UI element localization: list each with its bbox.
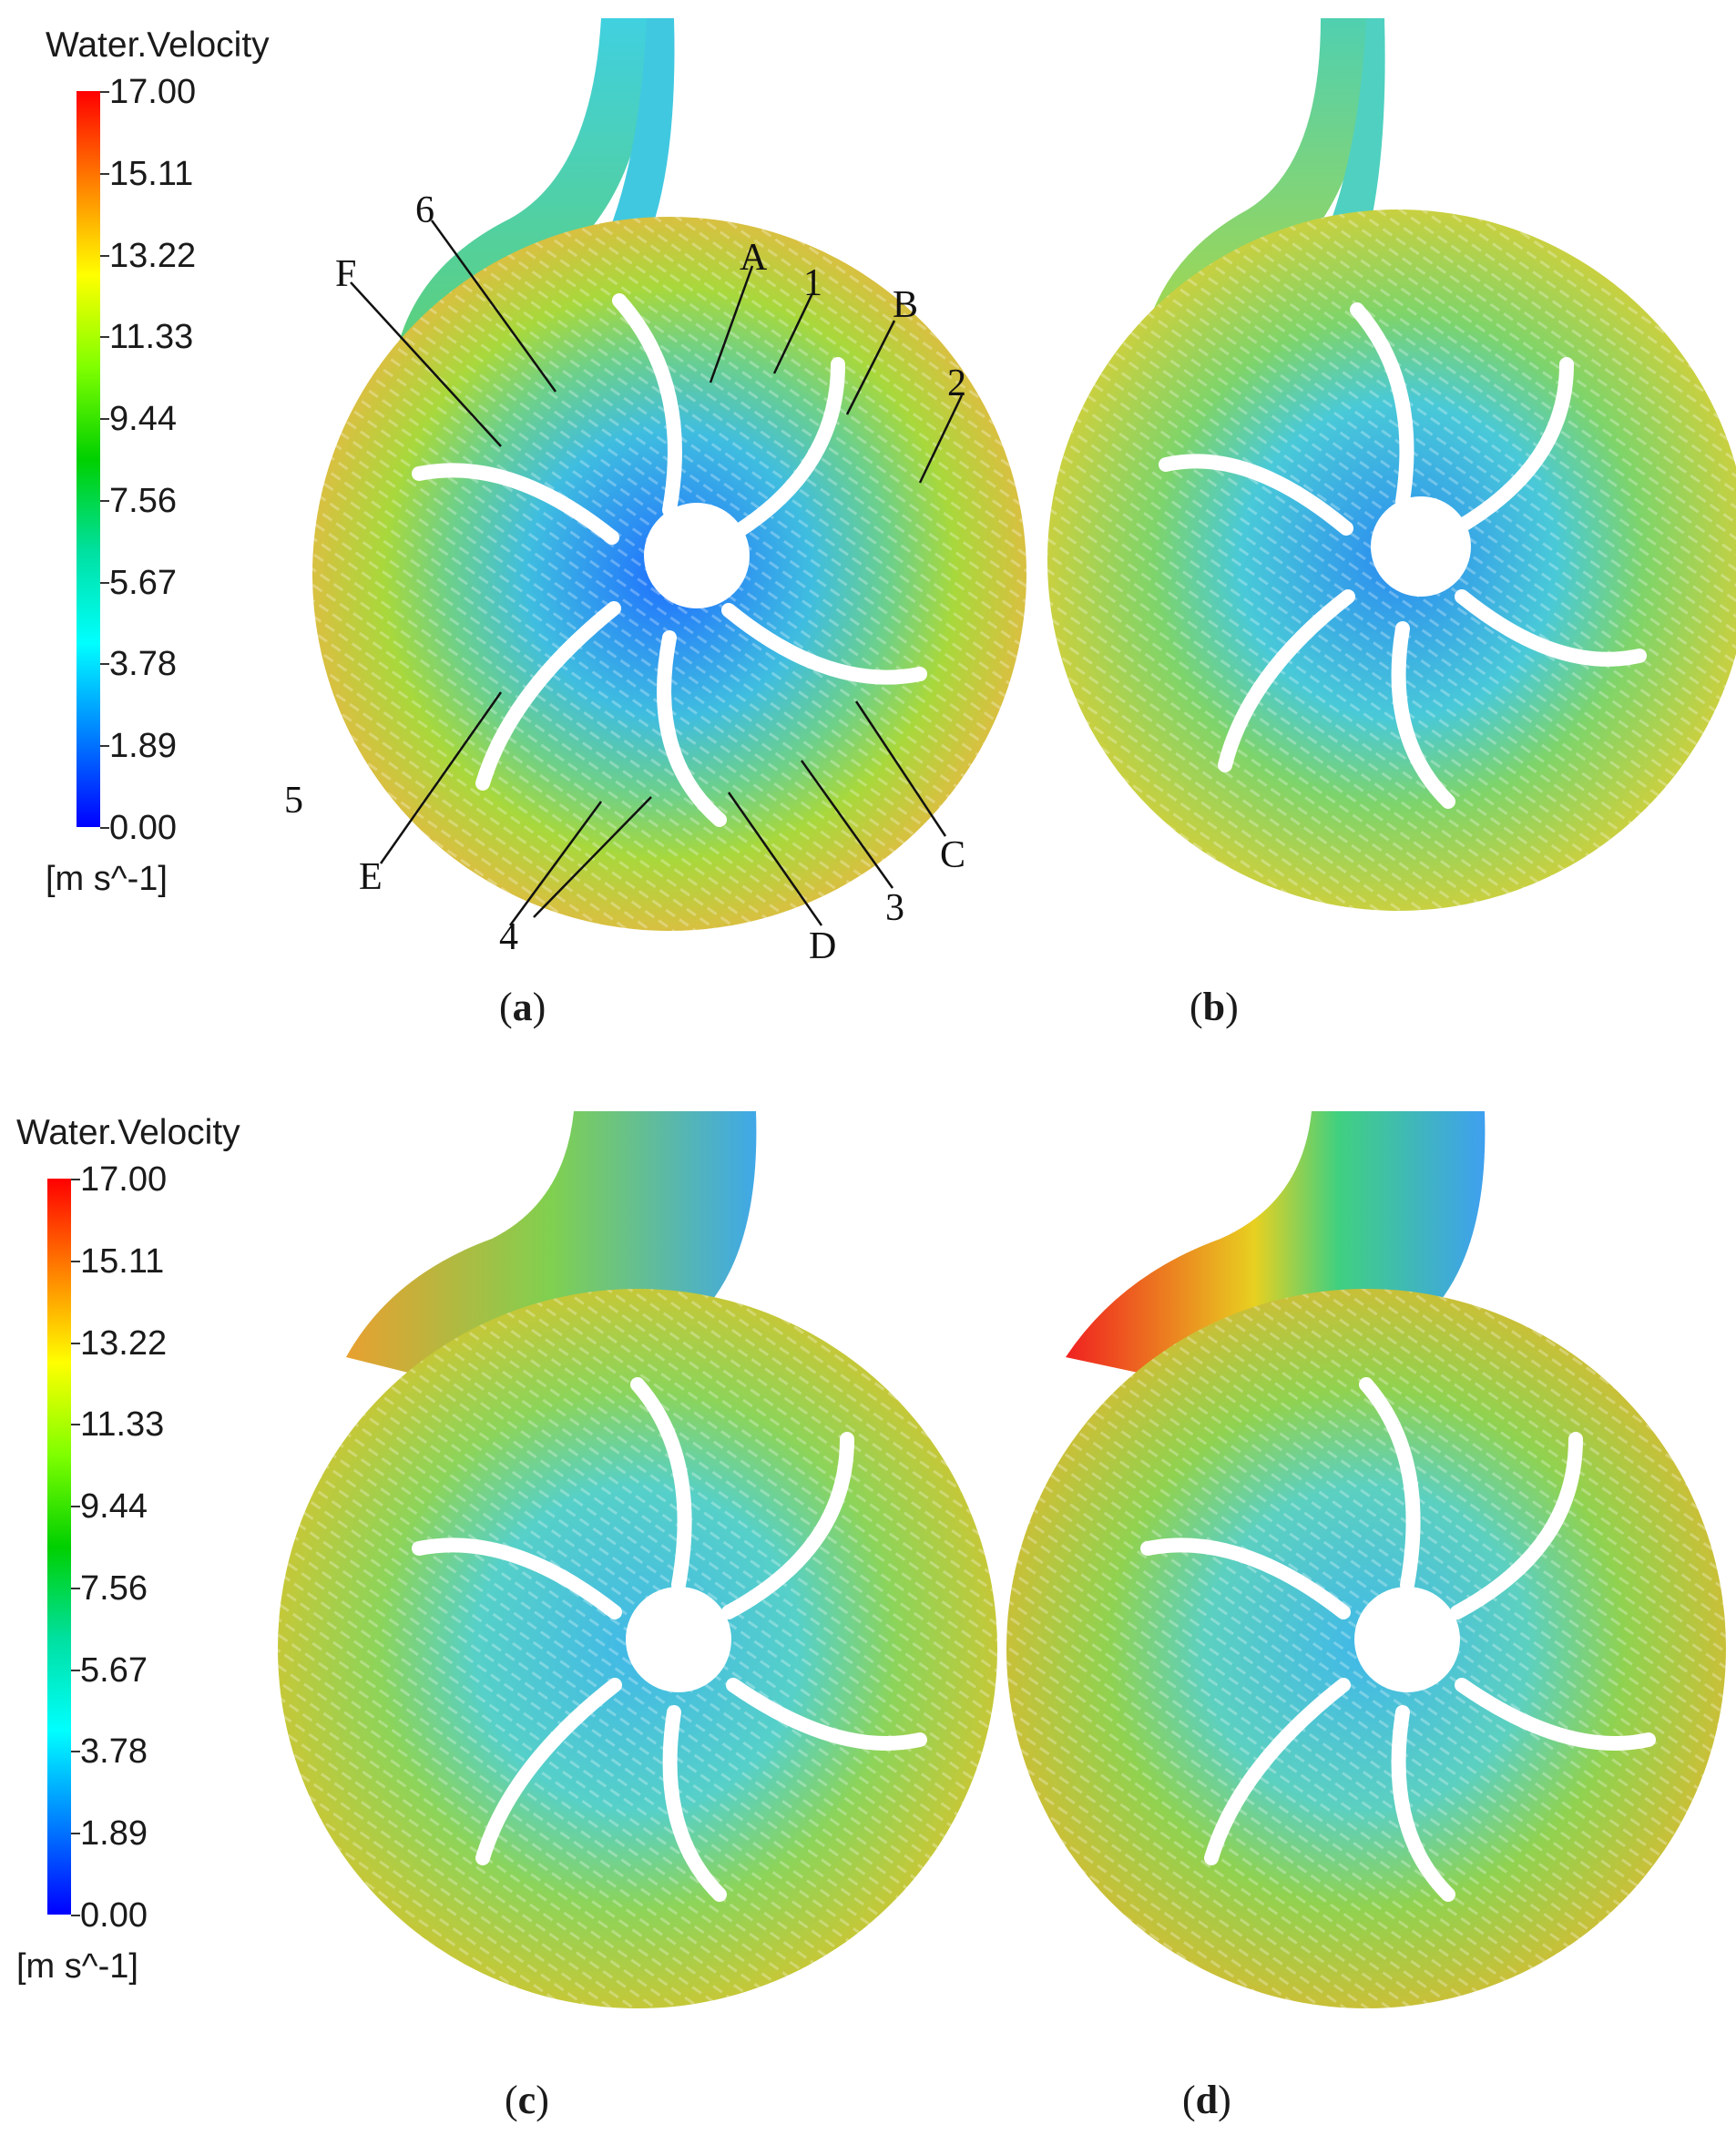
- annotation-leaders: [350, 220, 964, 926]
- legend-title: Water.Velocity: [16, 1113, 240, 1152]
- legend-tick-label: 13.22: [80, 1323, 168, 1363]
- legend-tick-mark: [100, 418, 109, 421]
- legend-tick-label: 3.78: [109, 645, 177, 684]
- legend-tick-label: 13.22: [109, 236, 197, 275]
- legend-tick-label: 7.56: [109, 481, 177, 520]
- label-4: 4: [499, 916, 518, 958]
- color-legend-top: Water.Velocity [m s^-1] 17.00 15.11 13.22 1…: [46, 26, 337, 900]
- impeller-blades: [412, 293, 927, 827]
- legend-tick-mark: [71, 1424, 80, 1426]
- label-6: 6: [415, 189, 434, 231]
- legend-tick-label: 15.11: [80, 1241, 165, 1281]
- legend-tick-label: 1.89: [80, 1814, 148, 1854]
- legend-tick-label: 3.78: [80, 1732, 148, 1772]
- legend-tick-mark: [100, 827, 109, 829]
- label-E: E: [359, 856, 383, 898]
- legend-tick-mark: [71, 1833, 80, 1835]
- label-3: 3: [885, 887, 904, 929]
- caption-c: (c): [505, 2078, 549, 2122]
- legend-tick-mark: [100, 499, 109, 502]
- hub: [626, 1587, 731, 1692]
- legend-tick-mark: [71, 1260, 80, 1262]
- panel-b-figure: [1047, 18, 1736, 911]
- color-legend-bottom: Water.Velocity [m s^-1] 17.00 15.11 13.22 1…: [16, 1113, 308, 1987]
- legend-color-bar: [47, 1179, 71, 1915]
- panel-c-figure: [278, 1111, 997, 2008]
- legend-tick-mark: [100, 663, 109, 666]
- hub: [644, 503, 750, 608]
- legend-tick-label: 9.44: [80, 1487, 148, 1527]
- legend-tick-label: 1.89: [109, 727, 177, 766]
- legend-tick-mark: [71, 1915, 80, 1916]
- legend-tick-mark: [71, 1506, 80, 1508]
- outlet-pipe: [1066, 1111, 1486, 1384]
- legend-tick-mark: [100, 91, 109, 93]
- panel-d-figure: [1006, 1111, 1726, 2008]
- legend-tick-mark: [71, 1751, 80, 1753]
- legend-tick-label: 11.33: [80, 1405, 165, 1445]
- impeller-blades: [1159, 302, 1647, 809]
- legend-tick-mark: [100, 336, 109, 339]
- caption-a: (a): [499, 985, 546, 1029]
- legend-tick-mark: [100, 254, 109, 257]
- hub: [1354, 1587, 1460, 1692]
- legend-tick-label: 0.00: [80, 1896, 148, 1935]
- label-B: B: [893, 284, 918, 326]
- legend-tick-label: 5.67: [80, 1650, 148, 1690]
- legend-tick-label: 17.00: [80, 1160, 168, 1199]
- hub: [1371, 496, 1471, 597]
- legend-tick-mark: [100, 172, 109, 175]
- legend-tick-mark: [71, 1669, 80, 1671]
- panel-a-figure: [312, 18, 1026, 931]
- label-D: D: [809, 925, 836, 967]
- caption-b: (b): [1190, 985, 1239, 1029]
- label-2: 2: [947, 363, 966, 404]
- legend-unit: [m s^-1]: [16, 1947, 138, 1986]
- legend-tick-mark: [100, 745, 109, 748]
- label-1: 1: [803, 262, 822, 304]
- label-A: A: [740, 237, 768, 279]
- label-F: F: [335, 253, 356, 295]
- legend-tick-label: 9.44: [109, 400, 177, 439]
- legend-tick-label: 7.56: [80, 1568, 148, 1608]
- legend-tick-label: 0.00: [109, 809, 177, 847]
- legend-tick-label: 11.33: [109, 318, 194, 357]
- legend-tick-mark: [71, 1179, 80, 1180]
- legend-tick-label: 15.11: [109, 154, 194, 193]
- legend-tick-mark: [71, 1587, 80, 1589]
- legend-tick-label: 17.00: [109, 73, 197, 111]
- caption-d: (d): [1182, 2078, 1231, 2122]
- outlet-pipe: [346, 1111, 757, 1384]
- legend-color-bar: [77, 91, 100, 827]
- legend-title: Water.Velocity: [46, 26, 270, 65]
- annotation-labels: A 1 B 2 C 3 D 4 E 5 F 6: [284, 189, 966, 967]
- legend-tick-label: 5.67: [109, 563, 177, 602]
- legend-tick-mark: [71, 1342, 80, 1344]
- label-5: 5: [284, 780, 303, 822]
- impeller-blades: [412, 1377, 927, 1902]
- legend-unit: [m s^-1]: [46, 860, 168, 898]
- impeller-blades: [1140, 1377, 1656, 1902]
- legend-tick-mark: [100, 581, 109, 584]
- label-C: C: [940, 834, 965, 876]
